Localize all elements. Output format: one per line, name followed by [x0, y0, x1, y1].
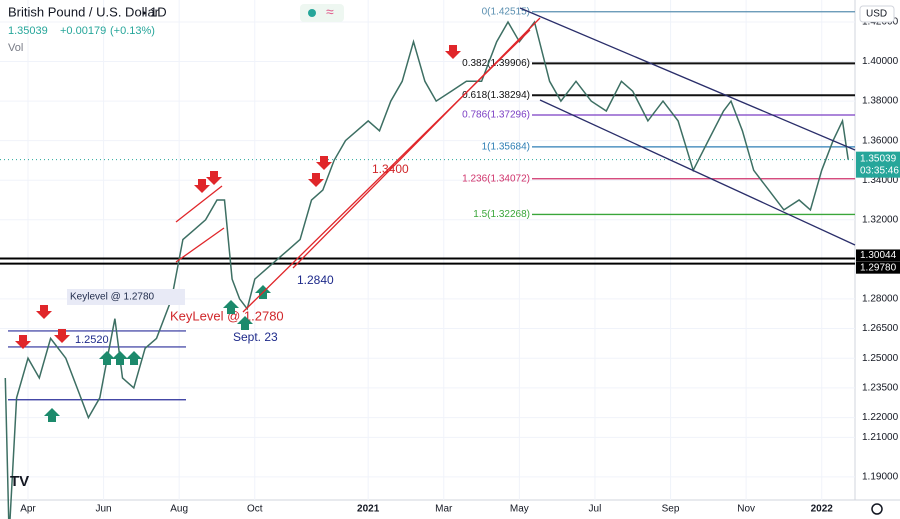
sell-arrow: [194, 179, 210, 193]
trendlines: [175, 7, 856, 313]
buy-arrow: [112, 351, 128, 365]
x-tick-label: Mar: [435, 504, 453, 515]
x-tick-label: Jul: [589, 504, 602, 515]
x-tick-label: Sep: [662, 504, 680, 515]
y-tick-label: 1.23500: [862, 383, 899, 394]
buy-arrow: [237, 316, 253, 330]
y-tick-label: 1.40000: [862, 56, 899, 67]
y-tick-label: 1.26500: [862, 323, 899, 334]
annotation: Sept. 23: [233, 330, 278, 344]
trend-line: [242, 29, 531, 313]
buy-arrow: [126, 351, 142, 365]
trend-line: [292, 17, 541, 269]
annotation: 1.2520: [75, 334, 109, 346]
sell-arrow: [15, 335, 31, 349]
y-tick-label: 1.25000: [862, 353, 899, 364]
fib-label: 0(1.42515): [482, 6, 530, 17]
volume-label: Vol: [8, 42, 23, 54]
annotation: KeyLevel @ 1.2780: [170, 308, 284, 323]
sell-arrow: [316, 156, 332, 170]
sell-arrow: [36, 305, 52, 319]
sell-arrow: [308, 173, 324, 187]
status-dot: [308, 9, 316, 17]
x-tick-label: Jun: [96, 504, 112, 515]
buy-arrow: [223, 300, 239, 314]
price-line: [4, 20, 849, 519]
channel-line: [519, 7, 856, 151]
x-tick-label: May: [510, 504, 529, 515]
x-tick-label: Apr: [20, 504, 36, 515]
annotation-box: [67, 289, 185, 305]
annotation: 1.2840: [297, 273, 334, 287]
y-tick-label: 1.19000: [862, 472, 899, 483]
price-tag-label: 1.29780: [860, 262, 897, 273]
change-pct: (+0.13%): [110, 25, 155, 37]
symbol: British Pound / U.S. Dollar: [8, 4, 160, 19]
annotation: Keylevel @ 1.2780: [70, 292, 155, 303]
y-tick-label: 1.36000: [862, 135, 899, 146]
channel-line: [539, 99, 856, 246]
countdown: 03:35:46: [860, 165, 899, 176]
sell-arrow: [54, 329, 70, 343]
y-tick-label: 1.34000: [862, 175, 899, 186]
fib-label: 1.5(1.32268): [473, 209, 530, 220]
sell-arrow: [206, 171, 222, 185]
x-tick-label: 2022: [811, 504, 834, 515]
sell-arrow: [445, 45, 461, 59]
last-price: 1.35039: [8, 25, 48, 37]
separator: [142, 11, 146, 15]
currency-button[interactable]: [859, 5, 895, 23]
x-tick-label: Aug: [170, 504, 188, 515]
fib-label: 1(1.35684): [482, 142, 530, 153]
price-tag: [856, 249, 900, 262]
status-icon: ≈: [326, 4, 334, 20]
y-tick-label: 1.22000: [862, 412, 899, 423]
last-price-tag-label: 1.35039: [860, 153, 897, 164]
price-tag-label: 1.30044: [860, 250, 897, 261]
fib-label: 0.618(1.38294): [462, 90, 530, 101]
flag-line: [175, 185, 223, 223]
flag-line: [175, 227, 225, 263]
buy-arrow: [44, 408, 60, 422]
y-tick-label: 1.32000: [862, 214, 899, 225]
price-tag: [856, 261, 900, 274]
y-tick-label: 1.28000: [862, 294, 899, 305]
x-tick-label: Nov: [737, 504, 755, 515]
y-tick-label: 1.21000: [862, 432, 899, 443]
currency: USD: [866, 9, 887, 20]
x-tick-label: 2021: [357, 504, 380, 515]
logo: TV: [10, 473, 29, 490]
interval: 1D: [150, 4, 167, 19]
fib-label: 0.786(1.37296): [462, 110, 530, 121]
y-tick-label: 1.38000: [862, 96, 899, 107]
settings-button[interactable]: [871, 503, 883, 515]
fib-label: 1.236(1.34072): [462, 173, 530, 184]
buy-arrow: [99, 351, 115, 365]
last-price-tag: [856, 151, 900, 178]
indicator-badge[interactable]: [300, 4, 344, 22]
change: +0.00179: [60, 25, 106, 37]
x-tick-label: Oct: [247, 504, 263, 515]
